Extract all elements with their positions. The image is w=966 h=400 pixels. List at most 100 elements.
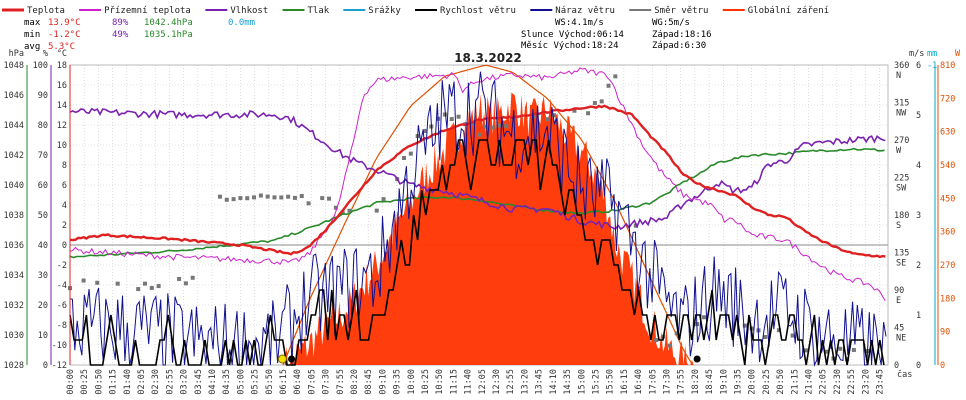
- tick-direction-label: N: [896, 71, 901, 81]
- tick-time: 12:30: [492, 369, 502, 395]
- direction-point: [442, 112, 447, 117]
- tick-pct: 10: [38, 331, 48, 341]
- tick-degc: 10: [57, 141, 67, 151]
- tick-degc: 14: [57, 101, 67, 111]
- tick-ms: 6: [916, 61, 921, 71]
- tick-time: 15:50: [606, 369, 616, 395]
- direction-point: [238, 196, 243, 201]
- direction-point: [667, 343, 672, 348]
- tick-direction: 180: [894, 211, 909, 221]
- tick-time: 19:10: [719, 369, 729, 395]
- direction-point: [456, 114, 461, 119]
- direction-point: [231, 197, 236, 202]
- tick-pct: 30: [38, 271, 48, 281]
- tick-time: 13:45: [535, 369, 545, 395]
- direction-point: [449, 117, 454, 122]
- tick-time: 07:05: [307, 369, 317, 395]
- tick-wm2: 630: [940, 128, 955, 138]
- direction-point: [381, 197, 386, 202]
- tick-direction: 270: [894, 136, 909, 146]
- tick-time: 12:05: [478, 369, 488, 395]
- direction-point: [95, 280, 100, 285]
- direction-point: [320, 196, 325, 201]
- tick-time: 13:20: [520, 369, 530, 395]
- direction-point: [654, 338, 659, 343]
- tick-time: 05:25: [251, 369, 261, 395]
- moonset-marker: [288, 355, 296, 363]
- direction-point: [245, 196, 250, 201]
- unit-hpa: hPa: [9, 49, 24, 59]
- direction-point: [490, 125, 495, 130]
- axes: 1048104610441042104010381036103410321030…: [4, 49, 961, 395]
- tick-degc: -2: [57, 261, 67, 271]
- tick-time: 01:40: [123, 369, 133, 395]
- tick-wm2: 180: [940, 294, 955, 304]
- direction-point: [177, 276, 182, 281]
- tick-degc: 6: [62, 181, 67, 191]
- direction-point: [286, 194, 291, 199]
- direction-point: [142, 281, 147, 286]
- tick-time: 10:25: [421, 369, 431, 395]
- tick-hpa: 1046: [4, 91, 24, 101]
- tick-hpa: 1032: [4, 301, 24, 311]
- info-moon-set: Západ:6:30: [652, 41, 706, 51]
- direction-point: [265, 194, 270, 199]
- tick-ms: 3: [916, 211, 921, 221]
- direction-point: [374, 208, 379, 213]
- tick-degc: -4: [57, 281, 67, 291]
- tick-time: 03:45: [194, 369, 204, 395]
- direction-point: [776, 328, 781, 333]
- tick-degc: 8: [62, 161, 67, 171]
- tick-time: 22:55: [847, 369, 857, 395]
- unit-ms: m/s: [909, 49, 924, 59]
- legend-label: Rychlost větru: [440, 6, 516, 16]
- tick-pct: 100: [33, 61, 48, 71]
- direction-point: [824, 349, 829, 354]
- tick-time: 08:45: [364, 369, 374, 395]
- tick-hpa: 1040: [4, 181, 24, 191]
- tick-degc: 12: [57, 121, 67, 131]
- tick-hpa: 1048: [4, 61, 24, 71]
- stat-min-label: min: [24, 30, 40, 40]
- tick-time: 19:35: [733, 369, 743, 395]
- direction-point: [742, 323, 747, 328]
- tick-hpa: 1034: [4, 271, 24, 281]
- tick-time: 22:05: [819, 369, 829, 395]
- tick-hpa: 1028: [4, 361, 24, 371]
- tick-ms: 5: [916, 111, 921, 121]
- direction-point: [272, 195, 277, 200]
- info-moon: Měsíc Východ:18:24: [521, 41, 619, 51]
- stat-avg-label: avg: [24, 42, 40, 52]
- humidity-line: [69, 107, 886, 231]
- tick-time: 07:55: [336, 369, 346, 395]
- tick-direction-label: S: [896, 221, 901, 231]
- series-lines: [68, 67, 887, 367]
- tick-hpa: 1038: [4, 211, 24, 221]
- direction-point: [190, 275, 195, 280]
- legend: Teplota Přízemní teplota Vlhkost Tlak Srážky…: [2, 6, 829, 16]
- direction-point: [115, 281, 120, 286]
- tick-time: 00:25: [80, 369, 90, 395]
- tick-direction: 225: [894, 174, 909, 184]
- direction-point: [299, 193, 304, 198]
- direction-point: [149, 285, 154, 290]
- tick-time: 05:50: [265, 369, 275, 395]
- direction-point: [252, 195, 257, 200]
- stat-avg-temp: 5.3°C: [48, 42, 75, 52]
- tick-time: 14:35: [563, 369, 573, 395]
- unit-wm2: W: [955, 49, 961, 59]
- wind-line: [69, 139, 885, 366]
- tick-wm2: 810: [940, 61, 955, 71]
- tick-mm: -1: [927, 61, 937, 71]
- tick-time: 03:20: [180, 369, 190, 395]
- tick-time: 01:15: [109, 369, 119, 395]
- unit-mm: mm: [927, 49, 937, 59]
- tick-ms: 1: [916, 311, 921, 321]
- legend-label: Srážky: [368, 6, 401, 16]
- direction-point: [292, 195, 297, 200]
- temperature-line: [69, 104, 886, 259]
- tick-hpa: 1036: [4, 241, 24, 251]
- radiation-measured-area: [284, 92, 694, 365]
- tick-time: 20:50: [776, 369, 786, 395]
- direction-point: [551, 113, 556, 118]
